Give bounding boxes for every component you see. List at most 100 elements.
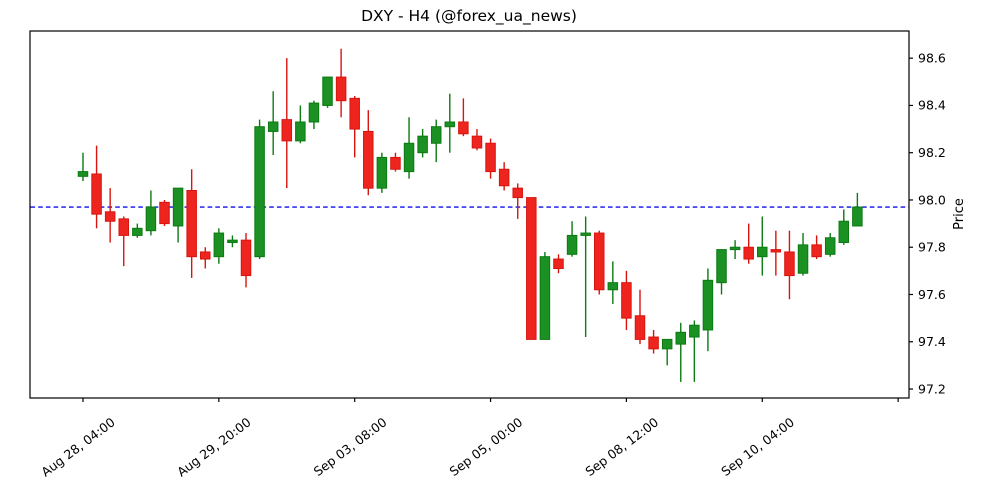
candle-body-up xyxy=(689,324,700,338)
candle xyxy=(390,152,401,172)
y-tick-label: 98.6 xyxy=(918,50,946,65)
candle-body-up xyxy=(322,76,333,106)
plot-border xyxy=(29,30,910,399)
candle-body-up xyxy=(77,171,89,177)
candle-body-up xyxy=(729,246,741,251)
candle-body-up xyxy=(716,249,727,284)
candle xyxy=(621,270,632,330)
y-axis-label: Price xyxy=(952,198,967,230)
candle-body-down xyxy=(648,336,659,350)
candle-body-up xyxy=(675,331,687,345)
candles-layer xyxy=(77,48,863,382)
candle-body-up xyxy=(227,239,238,244)
candle xyxy=(335,48,347,118)
candle xyxy=(132,223,143,238)
candle xyxy=(363,110,374,196)
y-tick-label: 97.6 xyxy=(918,287,946,302)
candle-body-up xyxy=(430,126,442,144)
candle xyxy=(526,197,537,340)
axes-layer: Aug 28, 04:00 Aug 29, 20:00 Sep 03, 08:00 S… xyxy=(38,50,946,479)
candle xyxy=(295,105,306,144)
candle-body-down xyxy=(512,187,523,199)
candle xyxy=(539,251,551,340)
candle-body-up xyxy=(254,126,265,258)
candle xyxy=(512,183,523,219)
candle xyxy=(757,216,768,276)
candle-body-up xyxy=(308,102,320,123)
candle-body-down xyxy=(471,135,483,149)
candle xyxy=(675,322,687,382)
candle-body-down xyxy=(200,251,211,260)
candle-body-up xyxy=(852,206,863,227)
candle-body-up xyxy=(132,227,143,236)
candle xyxy=(648,329,659,354)
candle-body-down xyxy=(526,197,537,340)
plot-frame xyxy=(29,30,910,399)
candle xyxy=(159,199,170,226)
candle xyxy=(838,209,850,245)
candle xyxy=(553,254,564,274)
candle-body-down xyxy=(498,168,510,187)
candle-body-down xyxy=(634,315,646,340)
candle-body-down xyxy=(770,249,782,253)
candle xyxy=(716,249,727,295)
candle xyxy=(661,338,673,366)
candle xyxy=(784,230,795,300)
candle xyxy=(458,98,469,137)
x-tick-label: Aug 29, 20:00 xyxy=(174,414,254,479)
candle xyxy=(852,192,863,227)
x-tick-label: Sep 03, 08:00 xyxy=(311,414,390,479)
candle xyxy=(349,95,360,158)
y-tick-label: 97.4 xyxy=(918,334,946,349)
candle-body-down xyxy=(811,244,822,258)
candle-body-down xyxy=(118,218,129,236)
candle-body-down xyxy=(784,251,795,277)
candle-body-up xyxy=(267,121,279,132)
candle xyxy=(634,289,646,345)
candle-body-up xyxy=(797,244,809,274)
candle-body-down xyxy=(281,119,293,142)
candle xyxy=(254,119,265,260)
candle-body-down xyxy=(593,232,605,291)
candle xyxy=(430,119,442,163)
candle-body-down xyxy=(390,156,401,170)
candle-body-up xyxy=(757,246,768,258)
candle xyxy=(689,320,700,382)
candle xyxy=(213,228,225,264)
candle xyxy=(308,100,320,130)
candle-body-up xyxy=(838,220,850,244)
candle xyxy=(172,187,184,243)
candle xyxy=(797,233,809,276)
candle xyxy=(281,58,293,189)
candle-body-down xyxy=(104,211,116,222)
candle-body-down xyxy=(743,246,754,260)
candle xyxy=(240,233,252,288)
candle-body-up xyxy=(213,232,225,258)
candle xyxy=(498,162,510,191)
candle xyxy=(145,190,157,236)
x-tick-label: Sep 10, 04:00 xyxy=(718,414,797,479)
x-tick-label: Aug 28, 04:00 xyxy=(38,414,118,479)
candle-body-down xyxy=(458,121,469,135)
candle xyxy=(403,117,415,179)
candle xyxy=(471,129,483,151)
candle xyxy=(77,152,89,182)
candle-body-up xyxy=(417,135,428,154)
candle xyxy=(729,240,741,260)
candle-body-down xyxy=(91,173,102,215)
candle xyxy=(485,138,496,179)
candle-body-up xyxy=(295,121,306,142)
candle-body-up xyxy=(376,156,388,189)
candle xyxy=(186,169,197,278)
candle-body-down xyxy=(335,76,347,102)
candle-body-up xyxy=(702,279,714,331)
candle-body-up xyxy=(580,232,591,236)
candle-body-down xyxy=(553,258,564,269)
candle-body-down xyxy=(159,201,170,225)
candle-body-down xyxy=(621,282,632,319)
x-tick-label: Sep 05, 00:00 xyxy=(447,414,526,479)
candle xyxy=(376,152,388,193)
candle-body-up xyxy=(824,237,836,255)
